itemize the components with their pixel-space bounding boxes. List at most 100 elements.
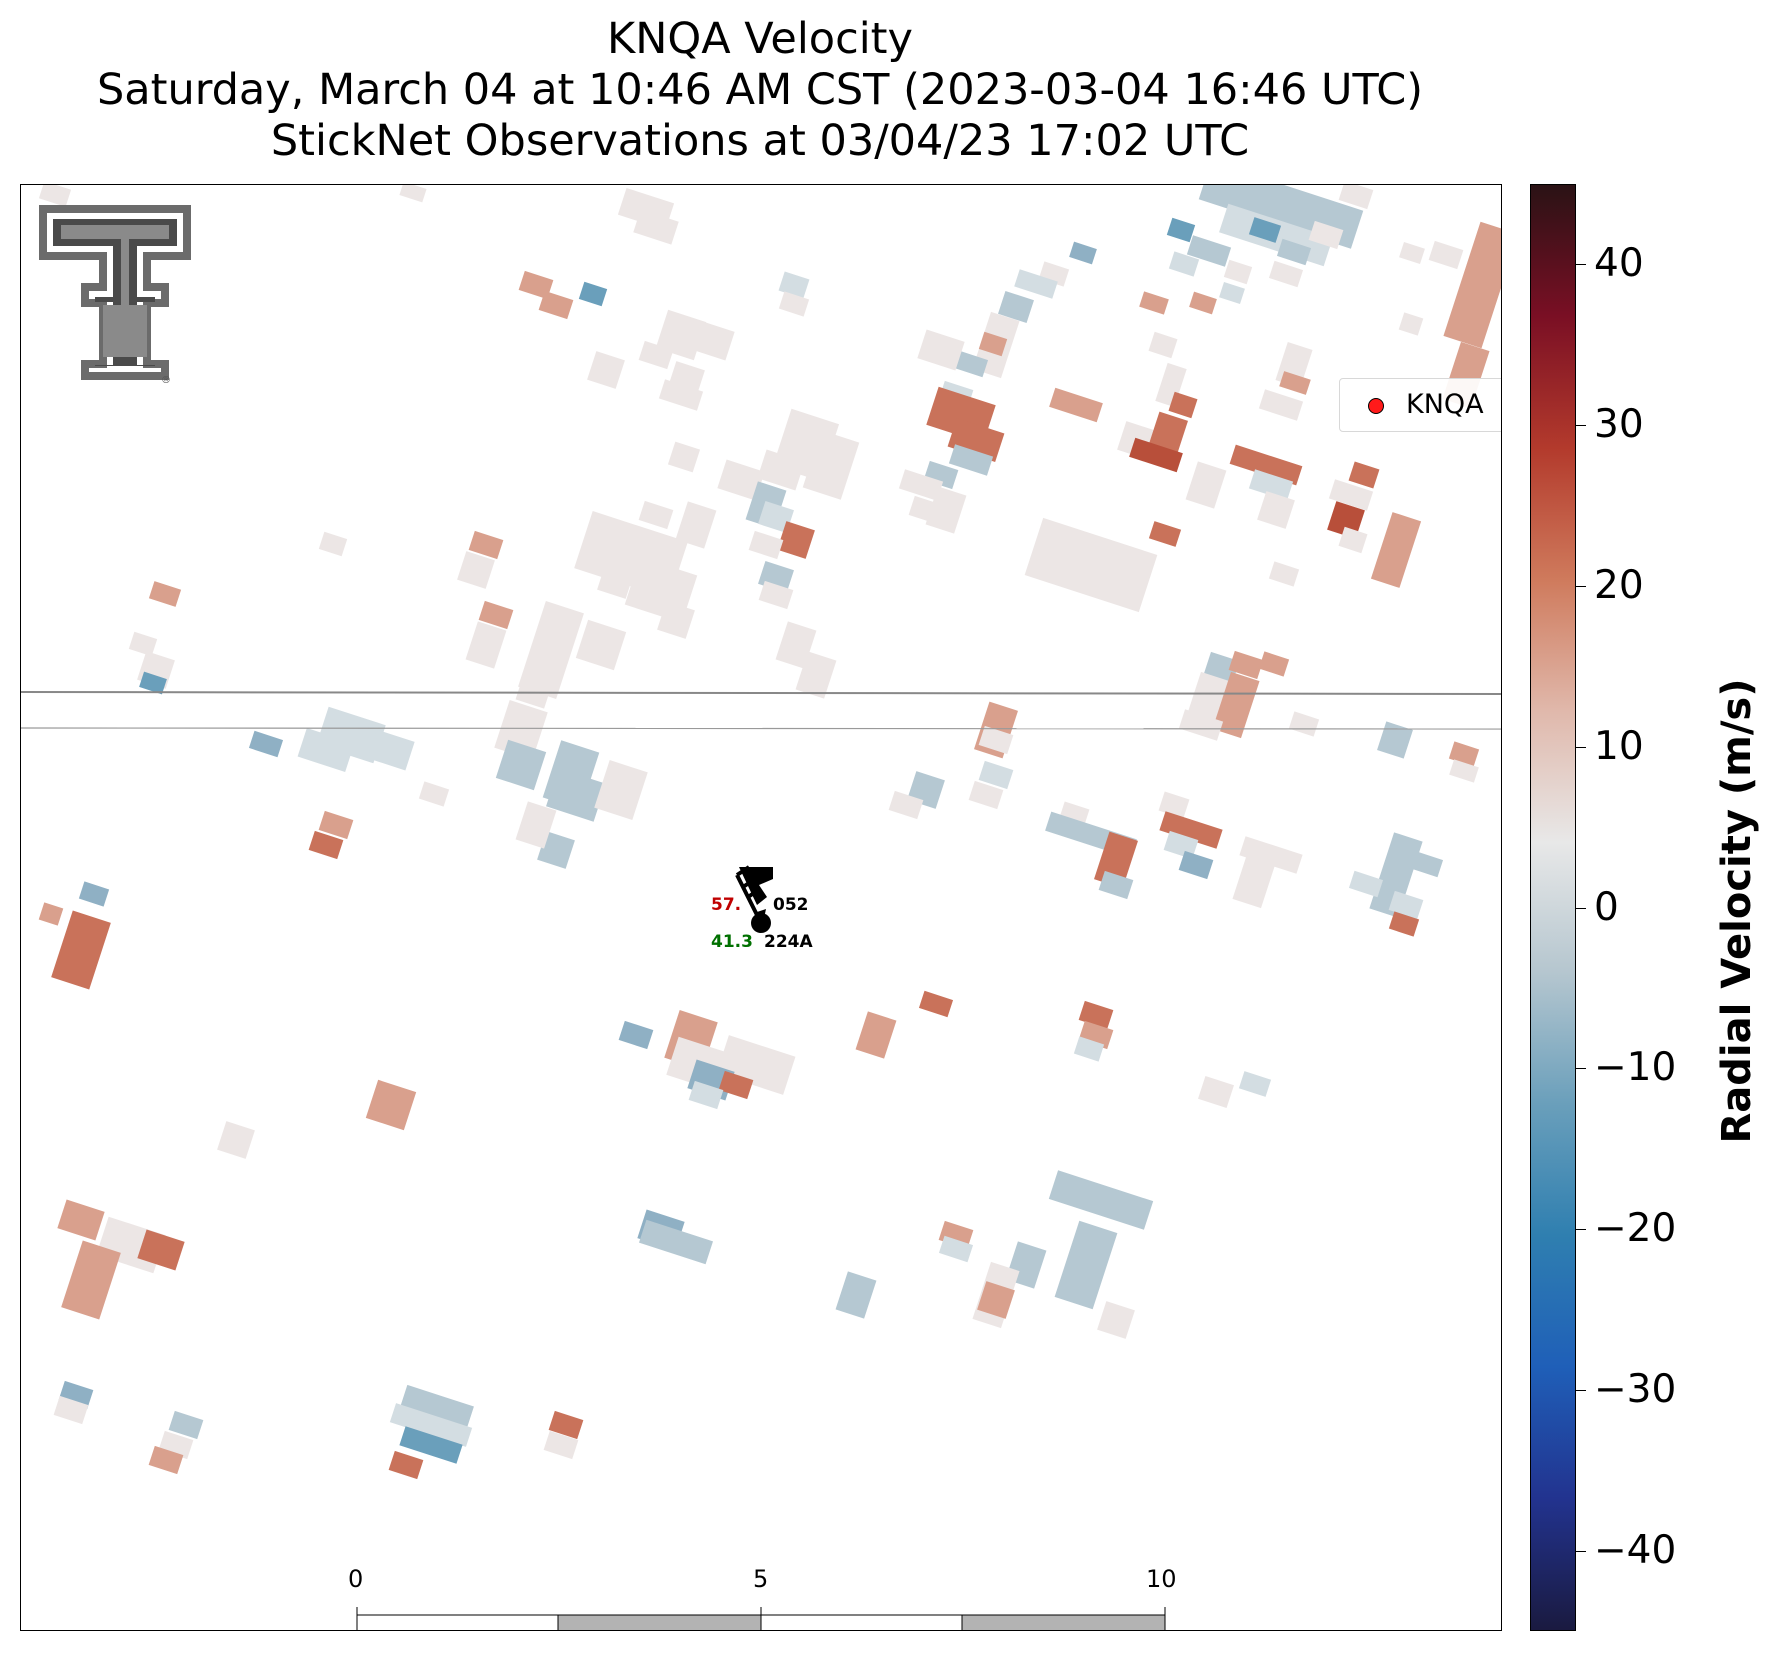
velocity-pixel — [978, 725, 1014, 755]
colorbar-tick — [1576, 1389, 1586, 1391]
velocity-pixel — [1163, 830, 1199, 860]
velocity-pixel — [795, 651, 837, 699]
colorbar-tick-label: −10 — [1594, 1045, 1677, 1091]
svg-text:®: ® — [161, 375, 171, 386]
velocity-pixel — [139, 671, 167, 695]
velocity-pixel — [1198, 1075, 1234, 1109]
velocity-pixel — [657, 601, 695, 639]
velocity-pixel — [1443, 221, 1501, 349]
velocity-pixel — [1185, 461, 1227, 509]
colorbar-tick — [1576, 746, 1586, 748]
velocity-pixel — [1258, 651, 1290, 677]
velocity-pixel — [1159, 811, 1223, 849]
colorbar-tick — [1576, 1229, 1586, 1231]
velocity-pixel — [297, 728, 355, 772]
velocity-pixel — [575, 619, 627, 671]
colorbar-tick — [1576, 1068, 1586, 1070]
velocity-pixel — [1067, 559, 1115, 601]
velocity-pixel — [898, 469, 944, 501]
figure-title: KNQA Velocity Saturday, March 04 at 10:4… — [0, 14, 1520, 167]
velocity-pixel — [318, 810, 354, 840]
velocity-pixel — [399, 1426, 463, 1464]
velocity-pixel — [1257, 491, 1295, 529]
velocity-pixel — [148, 581, 182, 607]
velocity-pixel — [1369, 832, 1423, 918]
title-datetime: Saturday, March 04 at 10:46 AM CST (2023… — [96, 65, 1424, 115]
velocity-pixel — [953, 350, 989, 378]
velocity-pixel — [365, 1079, 417, 1131]
velocity-pixel — [546, 768, 606, 822]
velocity-pixel — [1308, 220, 1344, 250]
velocity-pixel — [1276, 238, 1312, 266]
velocity-pixel — [51, 910, 111, 990]
velocity-pixel — [918, 990, 954, 1018]
colorbar-tick-label: 40 — [1594, 241, 1644, 287]
velocity-pixel — [1223, 259, 1253, 285]
velocity-pixel — [597, 561, 635, 599]
velocity-pixel — [515, 661, 557, 709]
velocity-pixel — [168, 1410, 204, 1440]
velocity-pixel — [748, 530, 784, 560]
velocity-pixel — [758, 500, 794, 534]
velocity-pixel — [678, 320, 714, 350]
velocity-pixel — [1288, 711, 1320, 737]
velocity-pixel — [1148, 521, 1182, 547]
station-code-upper: 052 — [773, 895, 809, 915]
velocity-pixel — [543, 1430, 579, 1460]
velocity-pixel — [1449, 759, 1479, 783]
velocity-pixel — [148, 1445, 184, 1475]
velocity-pixel — [137, 1229, 185, 1271]
velocity-pixel — [1168, 391, 1198, 419]
title-radar: KNQA Velocity — [607, 14, 913, 64]
colorbar-tick-label: 10 — [1594, 723, 1644, 769]
colorbar-tick — [1576, 264, 1586, 266]
radar-map[interactable]: ® KNQA 0 5 10 km 57. 052 41.3 224A — [20, 184, 1502, 1631]
velocity-pixel — [1388, 911, 1420, 937]
sticknet-station[interactable] — [735, 865, 773, 933]
colorbar-tick-label: −30 — [1594, 1366, 1677, 1412]
velocity-pixel — [367, 729, 415, 771]
velocity-pixel — [457, 551, 495, 589]
velocity-pixel — [78, 881, 110, 907]
velocity-pixel — [802, 430, 860, 500]
velocity-pixel — [717, 459, 765, 501]
velocity-pixel — [38, 902, 64, 926]
colorbar-tick-label: −40 — [1594, 1527, 1677, 1573]
velocity-pixel — [465, 621, 507, 669]
map-legend: KNQA — [1339, 378, 1501, 432]
velocity-pixel — [468, 530, 504, 560]
station-code-lower: 224A — [764, 932, 813, 952]
velocity-pixel — [1073, 1036, 1105, 1062]
velocity-pixel — [1219, 281, 1245, 305]
scale-label-10: 10 — [1146, 1565, 1177, 1593]
velocity-pixel — [1399, 241, 1425, 265]
velocity-pixel — [594, 760, 648, 820]
colorbar-title: Radial Velocity (m/s) — [1714, 678, 1760, 1144]
velocity-pixel — [855, 1011, 897, 1059]
station-dewpoint: 41.3 — [711, 932, 753, 952]
velocity-pixel — [217, 1121, 255, 1159]
county-line — [21, 727, 1501, 730]
velocity-pixel — [778, 291, 810, 317]
velocity-pixel — [1186, 235, 1232, 267]
scale-label-0: 0 — [348, 1565, 364, 1593]
velocity-pixel — [1239, 836, 1303, 874]
velocity-pixel — [1054, 1220, 1118, 1310]
velocity-pixel — [1014, 269, 1058, 299]
velocity-pixel — [917, 329, 965, 371]
velocity-pixel — [1408, 850, 1444, 878]
road-line — [21, 691, 1501, 695]
velocity-pixel — [1428, 240, 1464, 270]
velocity-pixel — [1229, 444, 1303, 486]
velocity-pixel — [1268, 561, 1300, 587]
velocity-pixel — [1268, 260, 1304, 288]
colorbar-tick — [1576, 425, 1586, 427]
velocity-pixel — [318, 531, 348, 557]
velocity-pixel — [633, 209, 679, 245]
velocity-pixel — [128, 631, 158, 657]
velocity-pixel — [716, 1035, 796, 1095]
velocity-pixel — [1168, 251, 1200, 277]
velocity-pixel — [1166, 217, 1196, 243]
velocity-pixel — [1338, 526, 1368, 554]
velocity-pixel — [977, 1281, 1015, 1319]
